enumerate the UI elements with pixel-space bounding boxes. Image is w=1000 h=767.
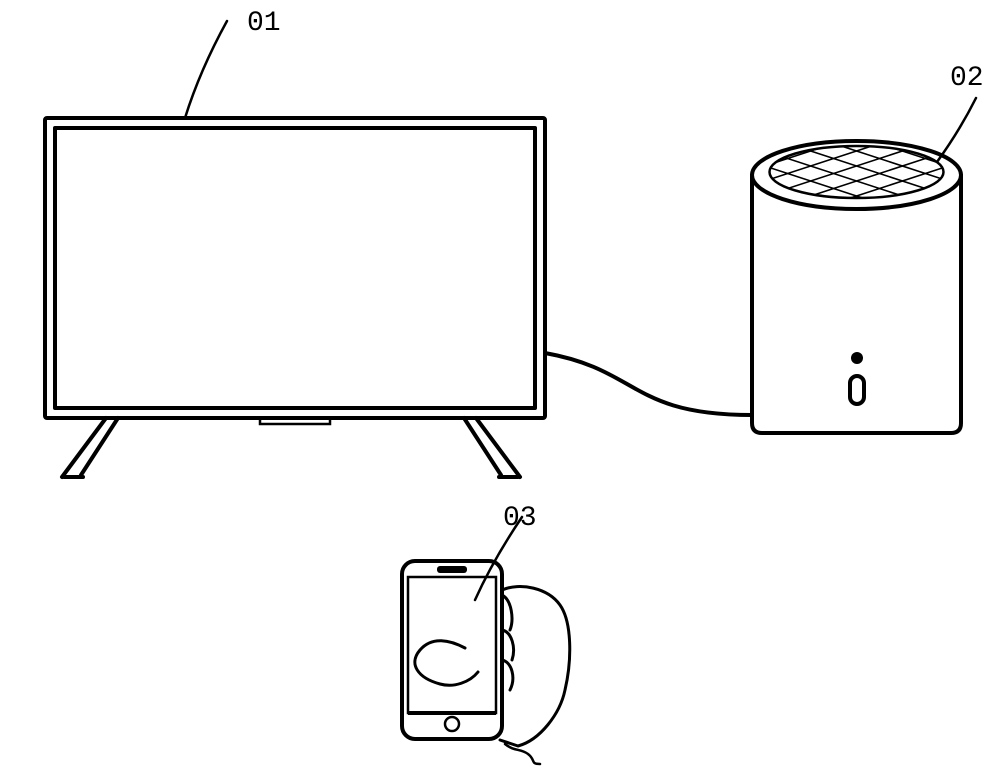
label-tv: 01: [247, 8, 281, 39]
label-speaker: 02: [950, 63, 984, 94]
label-phone: 03: [503, 503, 537, 534]
